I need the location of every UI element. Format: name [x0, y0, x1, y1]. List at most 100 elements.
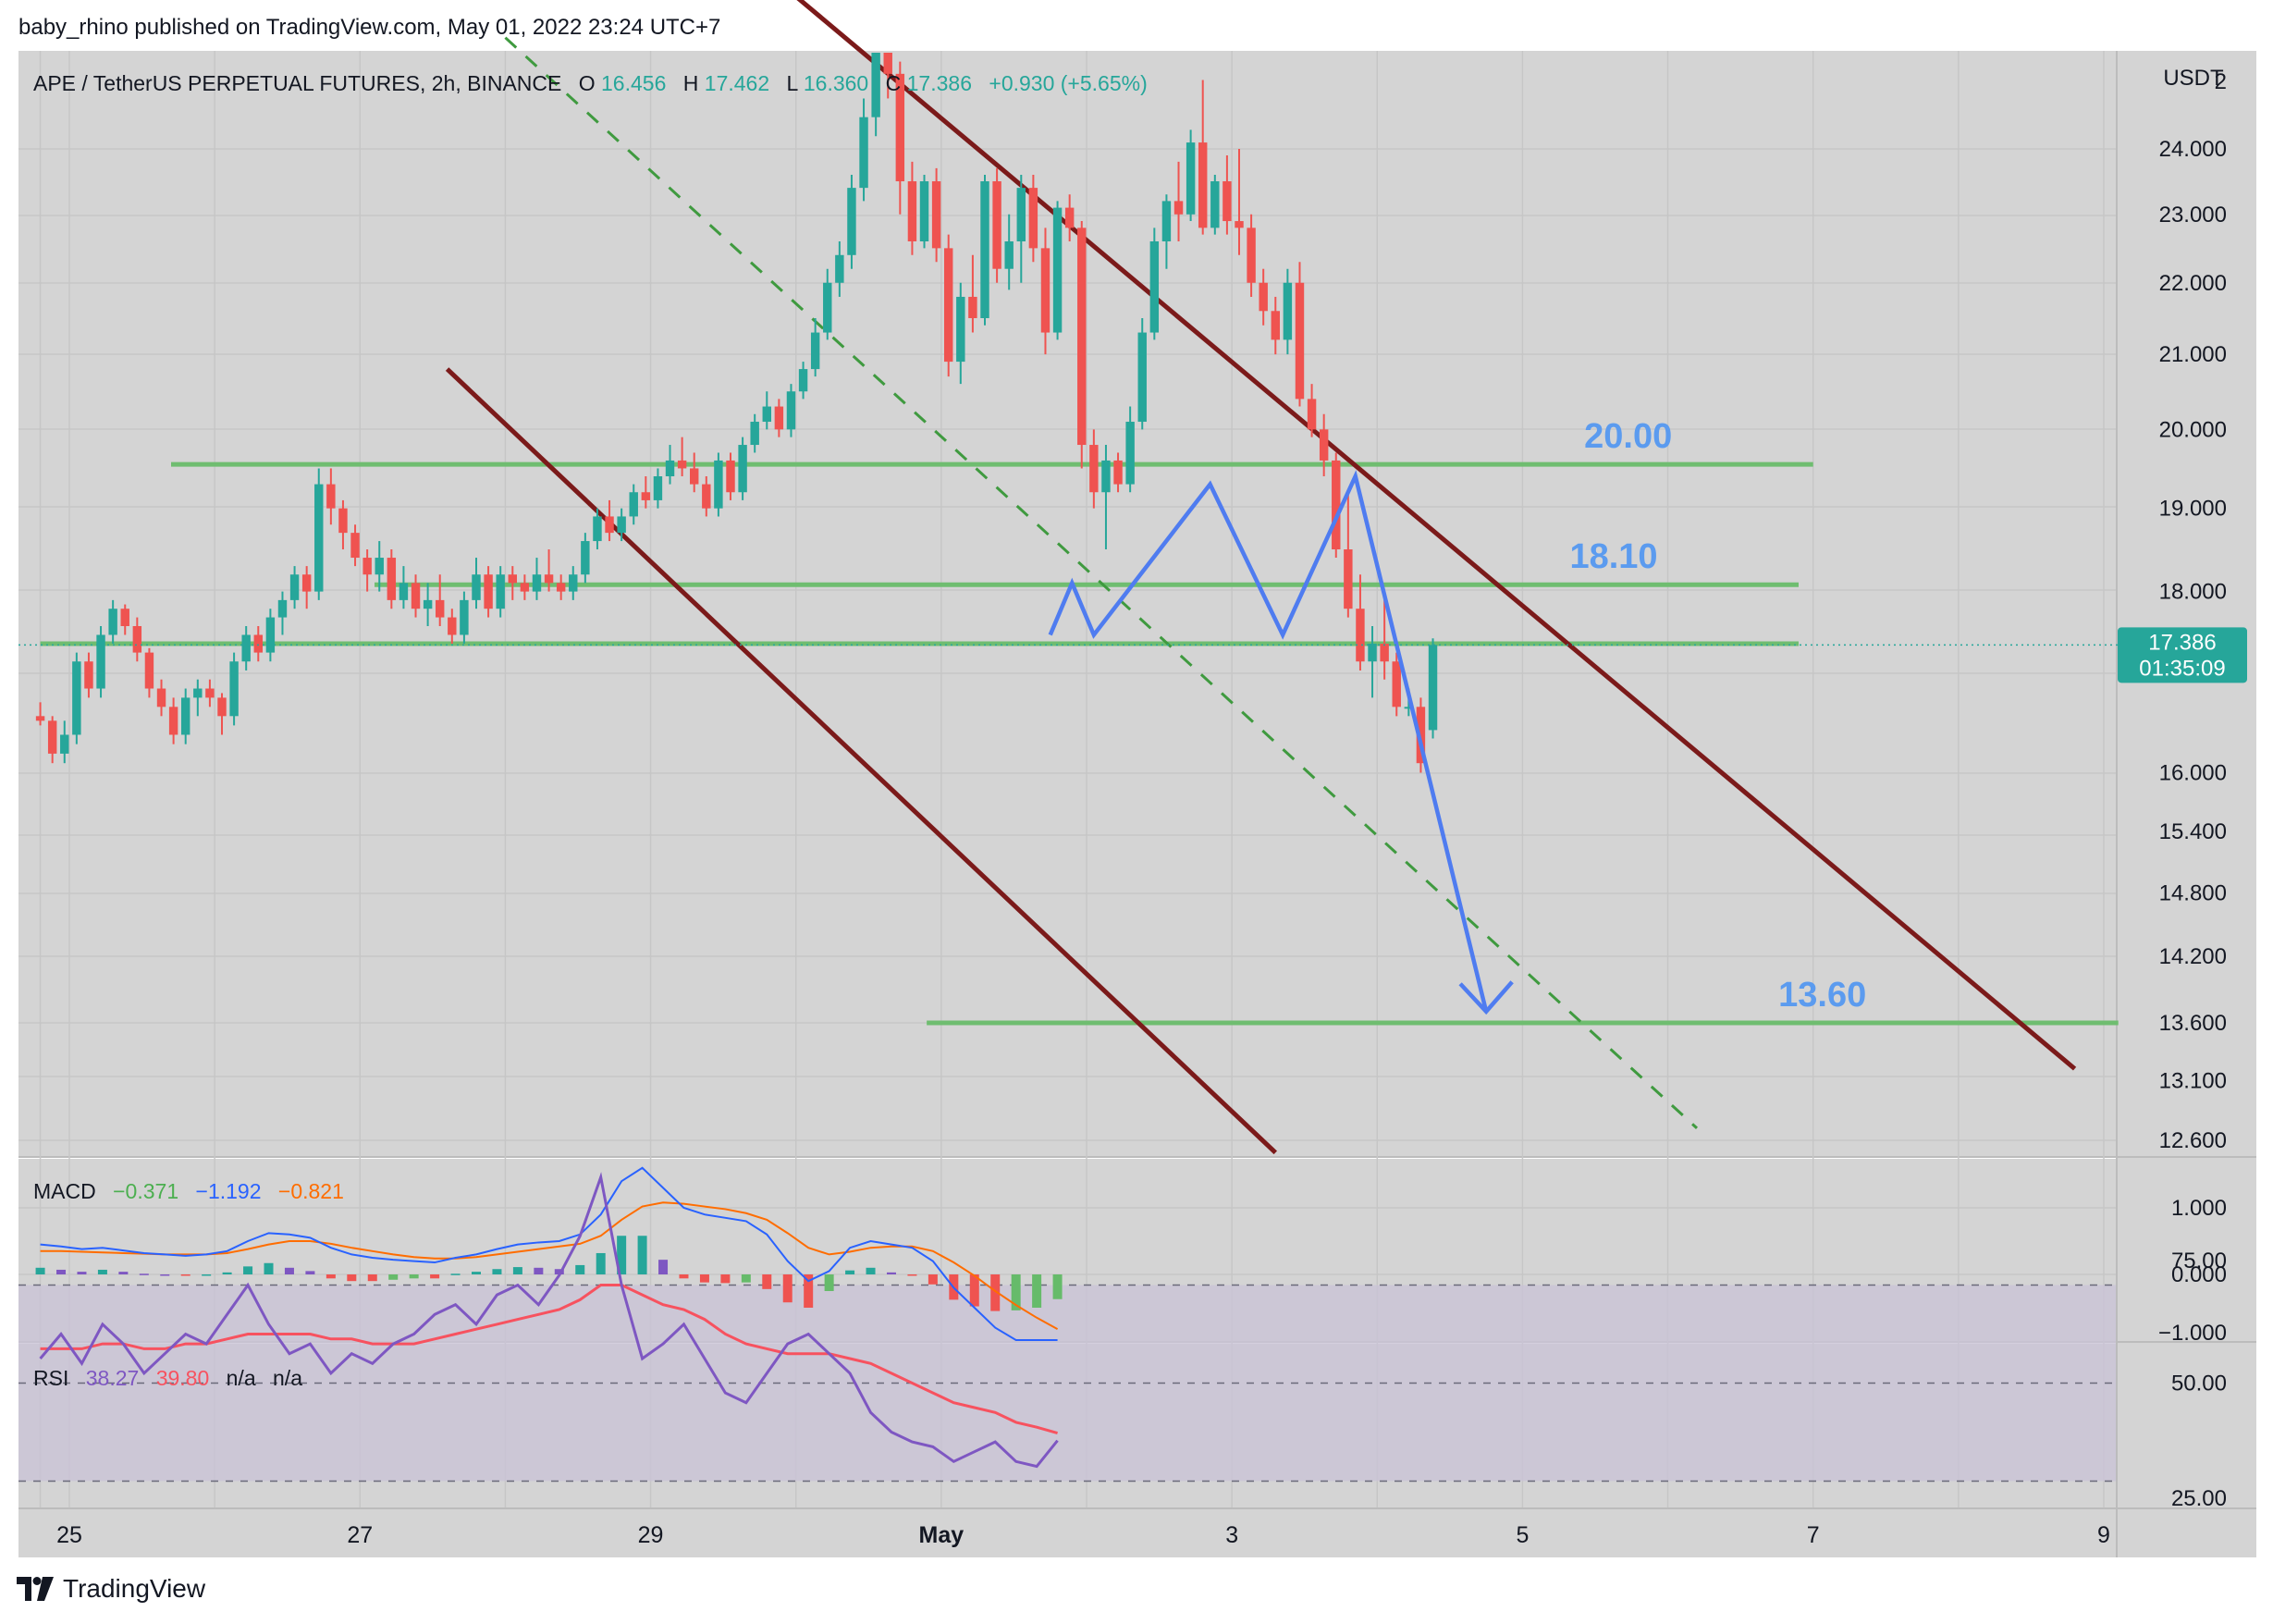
candle[interactable] — [931, 167, 941, 263]
candle[interactable] — [714, 452, 723, 517]
candle[interactable] — [301, 566, 312, 609]
candle[interactable] — [774, 399, 784, 437]
candle[interactable] — [72, 652, 81, 744]
candle[interactable] — [1259, 268, 1268, 326]
footer-brand[interactable]: TradingView — [17, 1574, 205, 1604]
candle[interactable] — [1089, 429, 1099, 509]
candle[interactable] — [968, 254, 977, 333]
candle[interactable] — [798, 362, 808, 400]
candle[interactable] — [1125, 406, 1135, 493]
price-pane[interactable] — [18, 51, 2116, 1156]
candle[interactable] — [895, 61, 905, 215]
candle[interactable] — [871, 53, 880, 137]
candle[interactable] — [1307, 384, 1317, 437]
candle[interactable] — [1295, 262, 1305, 407]
channel-mid-dashed-line[interactable] — [504, 36, 1699, 1129]
candle[interactable] — [229, 652, 239, 726]
candle[interactable] — [460, 591, 469, 645]
candle[interactable] — [472, 558, 481, 609]
candle[interactable] — [496, 566, 505, 618]
candle[interactable] — [1344, 492, 1353, 618]
candle[interactable] — [544, 549, 554, 592]
candle[interactable] — [241, 625, 251, 671]
candle[interactable] — [1173, 161, 1184, 241]
candle[interactable] — [569, 566, 578, 600]
candle[interactable] — [835, 240, 844, 297]
candle[interactable] — [132, 617, 142, 662]
candle[interactable] — [617, 508, 626, 542]
candle[interactable] — [448, 609, 457, 645]
candle[interactable] — [399, 566, 409, 609]
candle[interactable] — [1161, 194, 1172, 269]
candle[interactable] — [943, 234, 953, 377]
candle[interactable] — [665, 445, 675, 485]
candle[interactable] — [350, 524, 360, 567]
candle[interactable] — [1113, 452, 1123, 493]
candle[interactable] — [556, 574, 566, 600]
candle[interactable] — [60, 720, 69, 764]
candle[interactable] — [992, 167, 1001, 283]
candle[interactable] — [520, 574, 530, 600]
candle[interactable] — [265, 609, 276, 662]
candle[interactable] — [689, 452, 699, 493]
candle[interactable] — [375, 541, 384, 592]
candle[interactable] — [1210, 174, 1220, 235]
candle[interactable] — [1380, 599, 1389, 680]
candle[interactable] — [180, 688, 190, 744]
candle[interactable] — [786, 384, 796, 437]
time-axis-pane[interactable] — [18, 1509, 2256, 1557]
candle[interactable] — [847, 174, 856, 269]
candle[interactable] — [738, 437, 747, 500]
candle[interactable] — [423, 583, 433, 626]
candle[interactable] — [859, 98, 868, 202]
candle[interactable] — [605, 499, 614, 542]
candle[interactable] — [581, 533, 590, 584]
candle[interactable] — [726, 452, 735, 500]
candle[interactable] — [1077, 221, 1087, 469]
candle[interactable] — [362, 549, 372, 592]
candle[interactable] — [1137, 318, 1147, 430]
candle[interactable] — [1332, 452, 1341, 559]
candle[interactable] — [1271, 296, 1280, 355]
chart-canvas[interactable]: 20.00 18.10 13.60 2 24.000 23.000 22.000 21.00… — [0, 0, 2273, 1572]
candle[interactable] — [883, 53, 892, 99]
candle[interactable] — [217, 693, 227, 735]
candle[interactable] — [1186, 129, 1196, 222]
candle[interactable] — [205, 679, 215, 707]
candle[interactable] — [508, 566, 517, 600]
candle[interactable] — [750, 413, 759, 453]
price-axis-pane[interactable] — [2118, 51, 2256, 1507]
candle[interactable] — [484, 566, 493, 618]
candle[interactable] — [823, 268, 832, 340]
candle[interactable] — [156, 679, 166, 717]
candle[interactable] — [1283, 268, 1293, 355]
candle[interactable] — [387, 549, 397, 609]
candle[interactable] — [253, 625, 263, 662]
candle[interactable] — [326, 468, 336, 525]
candle[interactable] — [1198, 80, 1208, 235]
candle[interactable] — [1247, 214, 1256, 297]
candle[interactable] — [35, 702, 45, 726]
candle[interactable] — [168, 697, 178, 744]
candle[interactable] — [907, 161, 917, 255]
candle[interactable] — [1016, 174, 1026, 283]
candle[interactable] — [193, 679, 203, 717]
candle[interactable] — [532, 558, 542, 600]
candle[interactable] — [919, 174, 929, 249]
channel-lower-line[interactable] — [445, 367, 1278, 1155]
candle[interactable] — [120, 604, 129, 635]
candle[interactable] — [435, 574, 445, 626]
candle[interactable] — [1064, 194, 1075, 241]
candle[interactable] — [1392, 652, 1401, 717]
candle[interactable] — [1235, 149, 1244, 255]
candle[interactable] — [338, 499, 348, 550]
candle[interactable] — [1149, 228, 1160, 340]
candle[interactable] — [810, 318, 820, 377]
candle[interactable] — [1004, 214, 1014, 290]
candle[interactable] — [277, 591, 288, 635]
candle[interactable] — [762, 391, 771, 430]
candle[interactable] — [1028, 174, 1038, 263]
candle[interactable] — [641, 475, 651, 509]
candle[interactable] — [144, 647, 154, 698]
candle[interactable] — [84, 652, 93, 698]
